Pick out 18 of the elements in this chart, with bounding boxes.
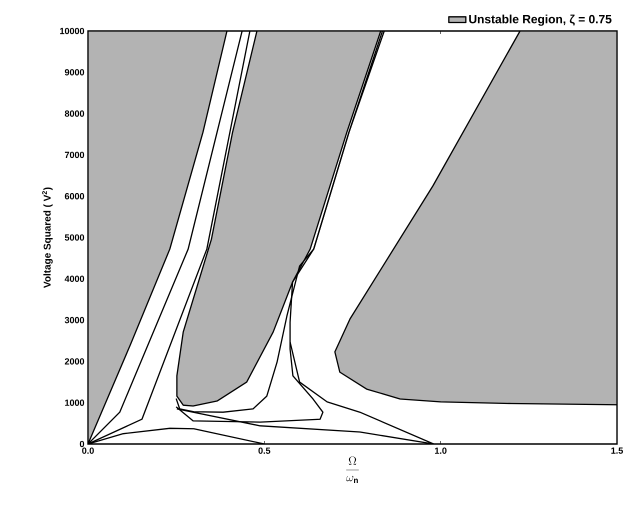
y-tick-label: 9000 — [64, 69, 84, 76]
y-tick-label: 1000 — [65, 400, 84, 406]
legend-label: Unstable Region, ζ = 0.75 — [469, 14, 612, 26]
x-tick-label: 1.0 — [435, 448, 447, 454]
x-axis-title: $\frac{\Omega}{\omega_{\mathbf{n}}}$ — [346, 456, 359, 483]
x-tick-label: 0.5 — [258, 448, 270, 454]
y-tick-label: 3000 — [64, 316, 84, 324]
y-tick-label: 5000 — [64, 234, 84, 241]
y-tick-label: 6000 — [64, 193, 84, 200]
y-tick-label: 8000 — [64, 110, 84, 117]
y-tick-label: 10000 — [60, 28, 84, 34]
y-tick-label: 7000 — [64, 152, 84, 158]
y-tick-label: 4000 — [64, 276, 84, 282]
x-tick-label: 1.5 — [611, 448, 623, 454]
y-tick-label: 0 — [80, 440, 84, 448]
y-axis-title: Voltage Squared ( V$^{2}$) — [42, 187, 53, 288]
y-tick-label: 2000 — [64, 358, 84, 365]
x-tick-label: 0.0 — [82, 448, 94, 454]
